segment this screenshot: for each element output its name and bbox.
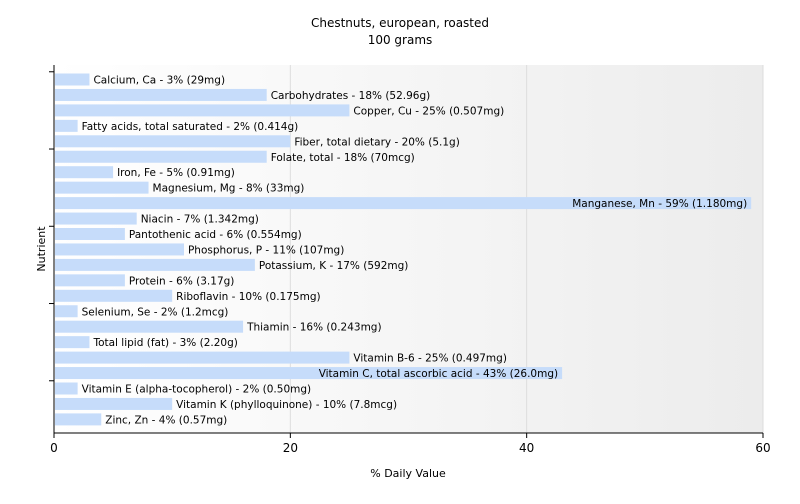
- bar: [55, 243, 184, 256]
- bar-label: Fatty acids, total saturated - 2% (0.414…: [82, 121, 299, 133]
- bar-label: Riboflavin - 10% (0.175mg): [176, 291, 320, 303]
- bar: [55, 320, 244, 333]
- bar-label: Phosphorus, P - 11% (107mg): [188, 244, 344, 256]
- bar: [55, 274, 125, 287]
- bar-label: Protein - 6% (3.17g): [129, 275, 235, 287]
- bar: [55, 212, 137, 225]
- bar-label: Fiber, total dietary - 20% (5.1g): [294, 136, 459, 148]
- x-tick-label: 0: [50, 441, 58, 455]
- bar: [55, 197, 752, 210]
- bar-label: Vitamin E (alpha-tocopherol) - 2% (0.50m…: [82, 384, 312, 396]
- x-tick-label: 60: [755, 441, 770, 455]
- bar: [55, 413, 102, 426]
- bar-label: Copper, Cu - 25% (0.507mg): [353, 105, 504, 117]
- bar-label: Zinc, Zn - 4% (0.57mg): [105, 414, 227, 426]
- bar-label: Iron, Fe - 5% (0.91mg): [117, 167, 235, 179]
- bars: [55, 73, 752, 426]
- bar-label: Vitamin C, total ascorbic acid - 43% (26…: [319, 368, 558, 380]
- bar: [55, 305, 78, 318]
- bar-label: Pantothenic acid - 6% (0.554mg): [129, 229, 302, 241]
- x-axis-label: % Daily Value: [370, 467, 446, 480]
- bar-label: Manganese, Mn - 59% (1.180mg): [572, 198, 747, 210]
- bar: [55, 351, 350, 364]
- bar-labels: Calcium, Ca - 3% (29mg) Carbohydrates - 1…: [82, 75, 748, 427]
- bar-label: Folate, total - 18% (70mcg): [271, 152, 415, 164]
- bar-label: Calcium, Ca - 3% (29mg): [93, 75, 225, 87]
- x-tick-label: 40: [519, 441, 534, 455]
- bar: [55, 73, 90, 86]
- bar-label: Total lipid (fat) - 3% (2.20g): [92, 337, 237, 349]
- bar: [55, 166, 114, 179]
- bar: [55, 88, 267, 101]
- bar: [55, 104, 350, 117]
- bar-label: Vitamin K (phylloquinone) - 10% (7.8mcg): [176, 399, 397, 411]
- bar-label: Potassium, K - 17% (592mg): [259, 260, 409, 272]
- bar-label: Thiamin - 16% (0.243mg): [246, 322, 382, 334]
- bar: [55, 181, 149, 194]
- bar: [55, 228, 125, 240]
- bar-label: Vitamin B-6 - 25% (0.497mg): [353, 353, 507, 365]
- bar: [55, 135, 291, 148]
- bar-label: Carbohydrates - 18% (52.96g): [271, 90, 431, 102]
- bar: [55, 150, 267, 163]
- bar-label: Selenium, Se - 2% (1.2mcg): [82, 306, 229, 318]
- bar: [55, 367, 563, 380]
- bar-label: Magnesium, Mg - 8% (33mg): [153, 183, 305, 195]
- bar: [55, 289, 173, 302]
- chart-subtitle: 100 grams: [368, 33, 433, 47]
- chart-title: Chestnuts, european, roasted: [311, 16, 489, 30]
- y-axis-label: Nutrient: [35, 226, 48, 272]
- axes: 0 20 40 60: [49, 65, 771, 455]
- bar: [55, 258, 255, 271]
- bar: [55, 382, 78, 395]
- bar: [55, 397, 173, 410]
- bar: [55, 119, 78, 132]
- x-tick-label: 20: [283, 441, 298, 455]
- bar-label: Niacin - 7% (1.342mg): [141, 214, 259, 226]
- bar: [55, 336, 90, 349]
